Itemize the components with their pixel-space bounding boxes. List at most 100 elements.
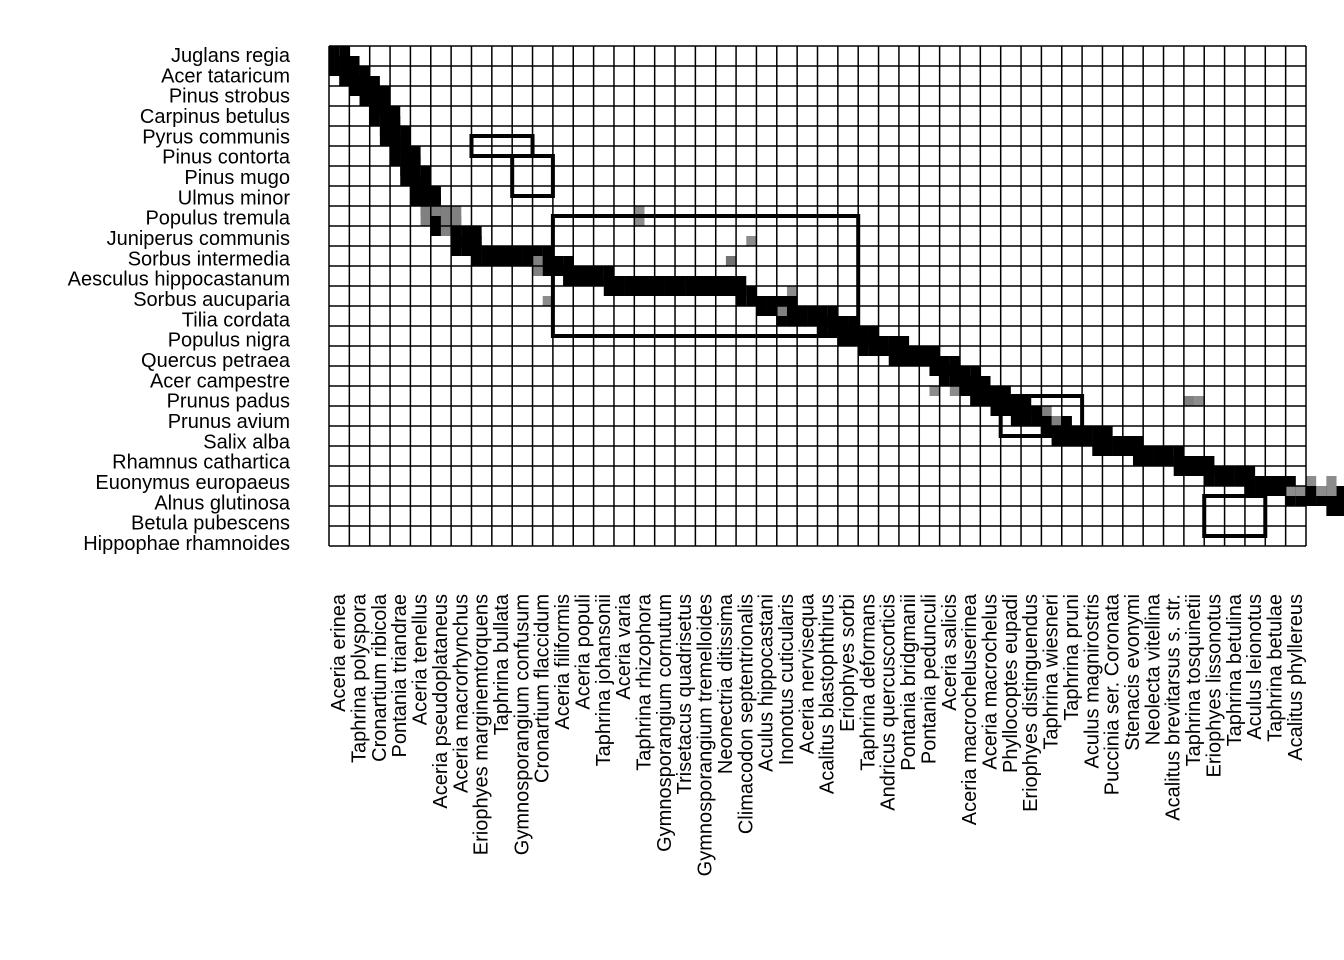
matrix-cell [1010, 406, 1022, 416]
matrix-cell [664, 276, 676, 286]
matrix-cell [1061, 426, 1072, 436]
matrix-cell [1234, 466, 1245, 476]
matrix-cell [736, 286, 747, 296]
matrix-cell [898, 356, 910, 366]
module-box [998, 394, 1085, 438]
matrix-cell [715, 286, 726, 296]
matrix-cell [1092, 426, 1103, 436]
matrix-cell [1173, 466, 1184, 476]
matrix-cell [766, 306, 777, 316]
module-box [469, 134, 535, 158]
matrix-cell [613, 286, 625, 296]
matrix-cell [1132, 446, 1144, 456]
matrix-cell [1021, 396, 1032, 406]
matrix-cell [1031, 416, 1042, 426]
matrix-cell [878, 336, 889, 346]
matrix-cell [797, 316, 808, 326]
matrix-cell [430, 206, 441, 216]
matrix-cell [410, 196, 421, 206]
matrix-cell [542, 246, 553, 256]
matrix-cell [563, 266, 574, 276]
matrix-cell [390, 146, 401, 156]
matrix-cell [858, 326, 869, 336]
column-label: Acalitus blastophthirus [817, 594, 839, 794]
matrix-cell [1021, 416, 1032, 426]
matrix-cell [379, 106, 391, 116]
matrix-cell [695, 276, 706, 286]
column-label: Taphrina betulina [1224, 593, 1246, 746]
column-label: Taphrina deformans [857, 594, 879, 771]
row-label: Acer tataricum [161, 65, 290, 87]
matrix-cell [400, 176, 411, 186]
matrix-cell [410, 166, 421, 176]
matrix-cell [369, 96, 380, 106]
matrix-cell [1285, 476, 1296, 486]
matrix-cell [909, 356, 920, 366]
matrix-cell [1255, 476, 1266, 486]
matrix-cell [1244, 476, 1256, 486]
matrix-cell [329, 46, 340, 56]
matrix-cell [949, 366, 960, 376]
matrix-cell [1082, 426, 1093, 436]
matrix-cell [959, 386, 971, 396]
matrix-cell [970, 376, 981, 386]
column-label: Gymnosporangium cornutum [654, 594, 676, 852]
matrix-cell [440, 206, 452, 216]
column-label: Eriophyes lissonotus [1203, 594, 1225, 777]
matrix-cell [420, 206, 431, 216]
matrix-cell [390, 156, 401, 166]
matrix-cell [888, 356, 899, 366]
matrix-cell [827, 316, 838, 326]
matrix-cell [817, 306, 828, 316]
matrix-cell [1326, 476, 1337, 486]
matrix-cell [593, 266, 604, 276]
matrix-cell [654, 276, 665, 286]
matrix-cell [1316, 496, 1327, 506]
matrix-cell [379, 86, 391, 96]
row-label: Tilia cordata [182, 309, 291, 331]
matrix-cell [746, 236, 757, 246]
matrix-cell [1306, 486, 1317, 496]
matrix-cell [990, 386, 1001, 396]
matrix-cell [461, 236, 472, 246]
matrix-cell [451, 246, 462, 256]
matrix-cell [369, 86, 380, 96]
matrix-cell [613, 276, 625, 286]
matrix-cell [379, 116, 391, 126]
matrix-cell [1183, 396, 1195, 406]
column-label: Taphrina polyspora [349, 593, 371, 763]
matrix-cell [786, 286, 798, 296]
matrix-cell [542, 266, 553, 276]
matrix-cell [848, 316, 859, 326]
matrix-cell [471, 246, 482, 256]
matrix-cell [532, 266, 543, 276]
matrix-cell [1071, 426, 1083, 436]
matrix-cell [786, 306, 798, 316]
matrix-cell [1214, 466, 1225, 476]
matrix-cell [1244, 486, 1256, 496]
matrix-cell [349, 66, 360, 76]
column-label: Phyllocoptes eupadi [1000, 594, 1022, 773]
row-label: Pyrus communis [142, 126, 290, 148]
matrix-cell [552, 266, 564, 276]
matrix-cell [675, 286, 686, 296]
matrix-cell [878, 346, 889, 356]
column-label: Gymnosporangium confusum [511, 594, 533, 855]
row-label: Carpinus betulus [140, 106, 290, 128]
matrix-cell [1285, 496, 1296, 506]
matrix-cell [1265, 486, 1276, 496]
matrix-cell [1153, 446, 1164, 456]
matrix-cell [888, 346, 899, 356]
matrix-cell [379, 136, 391, 146]
matrix-cell [390, 136, 401, 146]
matrix-cell [929, 366, 940, 376]
matrix-cell [725, 256, 737, 266]
column-label: Taphrina bullata [491, 593, 513, 735]
matrix-cell [471, 236, 482, 246]
matrix-cell [563, 276, 574, 286]
matrix-cell [512, 246, 523, 256]
matrix-cell [664, 286, 676, 296]
matrix-cell [990, 396, 1001, 406]
matrix-cell [349, 56, 360, 66]
